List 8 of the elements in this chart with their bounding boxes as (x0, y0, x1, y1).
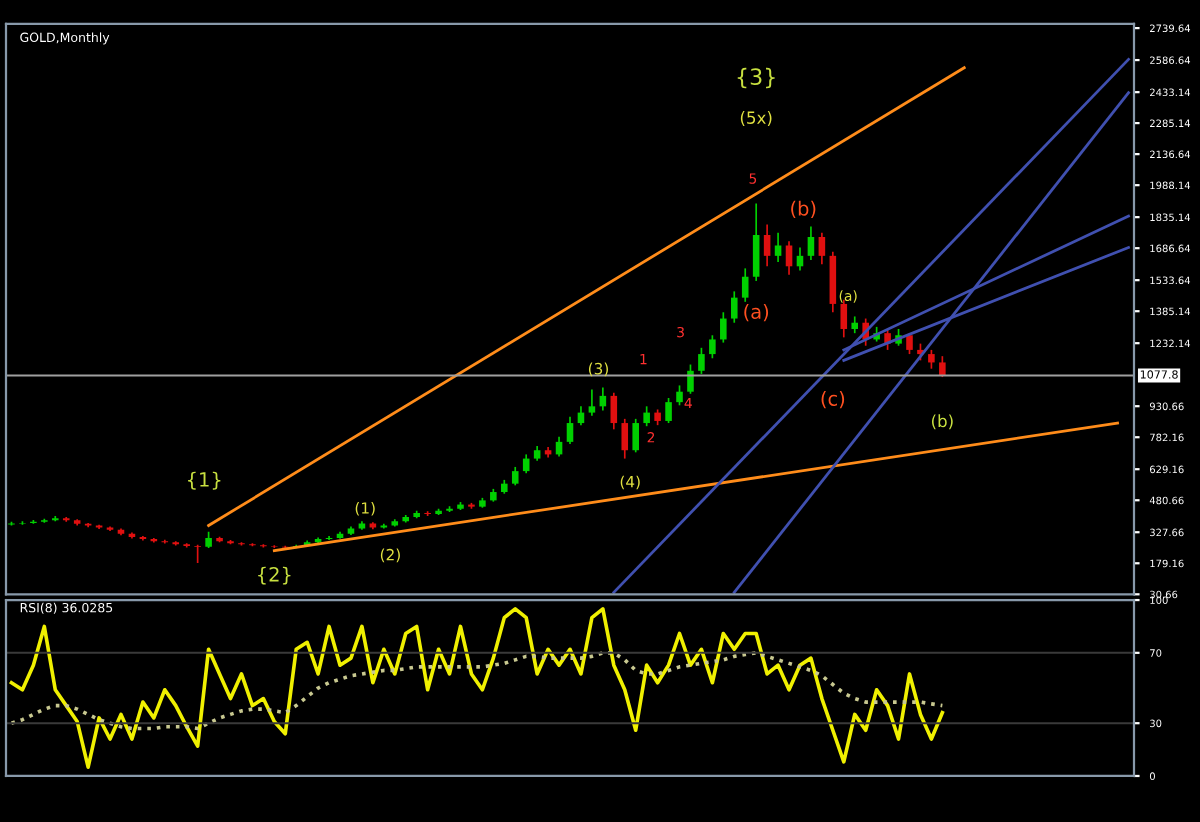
annotation: {2} (258, 566, 291, 585)
annotation: (b) (791, 200, 816, 218)
annotation: {3} (737, 67, 775, 89)
annotation: {1} (188, 471, 221, 490)
annotation: (b) (931, 414, 953, 430)
annotation: (c) (821, 390, 845, 409)
annotation: (5x) (740, 111, 772, 126)
annotation: (a) (744, 303, 769, 322)
